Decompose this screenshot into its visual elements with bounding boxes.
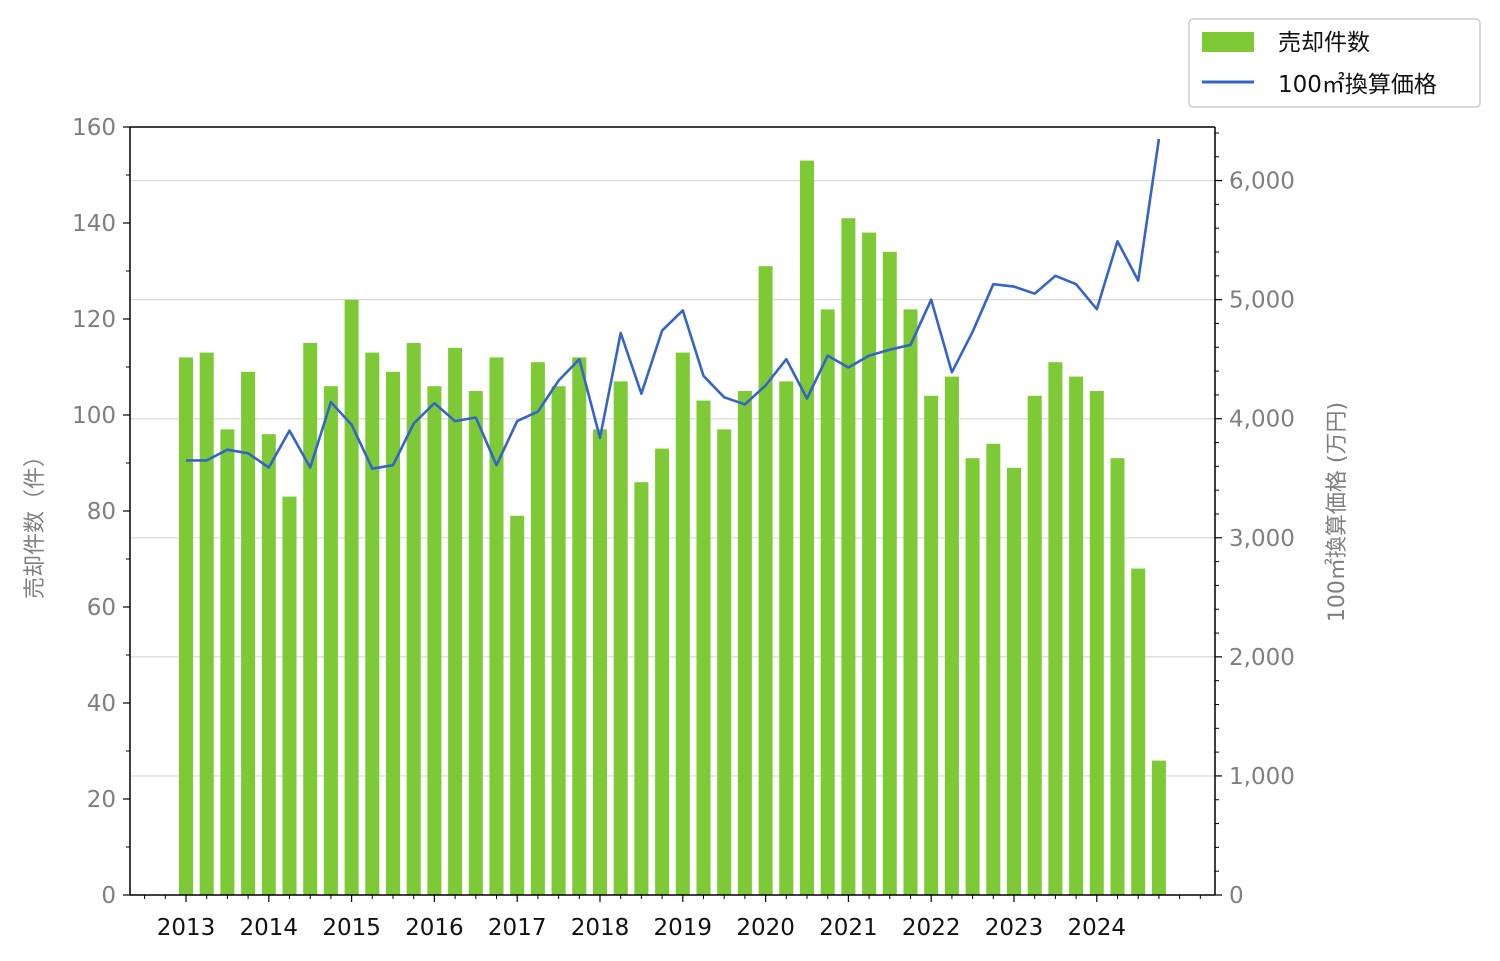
left-tick-label: 20: [87, 787, 116, 813]
bar: [220, 429, 235, 895]
left-tick-label: 80: [87, 499, 116, 525]
bar: [655, 448, 670, 895]
bar: [489, 357, 504, 895]
bar: [468, 391, 483, 895]
line-series: [186, 138, 1161, 471]
legend-bar-swatch: [1202, 32, 1254, 52]
bar: [634, 482, 649, 895]
bar: [717, 429, 732, 895]
bar: [882, 251, 897, 896]
bar: [1069, 376, 1084, 896]
bar: [261, 434, 276, 895]
left-tick-label: 120: [72, 307, 116, 333]
x-tick-label: 2014: [240, 915, 299, 941]
right-tick-label: 5,000: [1229, 288, 1295, 314]
bar: [1048, 362, 1063, 895]
legend-box: [1188, 18, 1481, 108]
bar: [303, 343, 318, 895]
left-tick-label: 40: [87, 691, 116, 717]
bar: [737, 391, 752, 895]
bar: [282, 496, 297, 895]
bar: [406, 343, 421, 895]
left-tick-label: 0: [101, 883, 116, 909]
bar: [800, 160, 814, 896]
axes: [123, 126, 1222, 902]
left-tick-label: 160: [72, 115, 116, 141]
bar: [1027, 395, 1042, 895]
left-tick-label: 140: [72, 211, 116, 237]
right-tick-label: 3,000: [1229, 526, 1295, 552]
x-tick-label: 2023: [985, 915, 1044, 941]
bar: [944, 376, 959, 896]
price-line: [186, 138, 1161, 471]
legend-line-label: 100㎡換算価格: [1278, 72, 1437, 98]
left-axis-label: 売却件数（件）: [23, 445, 48, 599]
legend-bar-label: 売却件数: [1278, 30, 1370, 56]
bar: [986, 443, 1001, 895]
bar: [841, 218, 856, 895]
right-tick-label: 2,000: [1229, 645, 1295, 671]
bar: [965, 458, 980, 895]
right-tick-label: 4,000: [1229, 407, 1295, 433]
bar: [593, 429, 607, 895]
bar: [820, 309, 835, 895]
bar: [427, 386, 442, 895]
bar: [924, 395, 939, 895]
bar: [779, 381, 794, 895]
bar: [572, 357, 587, 895]
bar-series: [179, 160, 1166, 896]
bar: [199, 352, 214, 896]
bar: [675, 352, 690, 896]
left-tick-label: 100: [72, 403, 116, 429]
bar: [1110, 458, 1125, 895]
right-tick-label: 1,000: [1229, 764, 1295, 790]
x-tick-label: 2022: [902, 915, 961, 941]
x-tick-label: 2013: [157, 915, 216, 941]
bar: [323, 386, 338, 895]
x-tick-label: 2020: [736, 915, 795, 941]
bar: [530, 362, 545, 895]
x-tick-label: 2019: [654, 915, 713, 941]
bar: [551, 386, 566, 895]
bar: [1089, 391, 1104, 895]
legend: 売却件数 100㎡換算価格: [1188, 18, 1481, 108]
bar: [758, 266, 773, 895]
tick-labels: 0 20 40 60 80 100 120 140 160 0 1,000 2,000 3,000 4,0…: [72, 115, 1295, 941]
bar: [1007, 467, 1021, 895]
bar: [1131, 568, 1146, 895]
x-tick-label: 2016: [405, 915, 464, 941]
bar: [510, 515, 525, 895]
right-axis-label: 100㎡換算価格 (万円): [1324, 402, 1350, 622]
bar: [696, 400, 711, 895]
x-tick-label: 2018: [571, 915, 630, 941]
right-tick-label: 6,000: [1229, 169, 1295, 195]
bar: [1151, 760, 1166, 895]
right-tick-label: 0: [1229, 883, 1244, 909]
x-tick-label: 2015: [322, 915, 381, 941]
bar: [862, 232, 877, 896]
bar: [179, 357, 193, 895]
x-tick-label: 2024: [1068, 915, 1127, 941]
bar: [903, 309, 918, 895]
left-tick-label: 60: [87, 595, 116, 621]
bar: [448, 347, 463, 895]
bar: [365, 352, 380, 896]
x-tick-label: 2021: [819, 915, 878, 941]
bar: [241, 371, 256, 895]
bar: [344, 299, 359, 895]
bar: [613, 381, 628, 895]
x-tick-label: 2017: [488, 915, 547, 941]
bar: [386, 371, 400, 895]
